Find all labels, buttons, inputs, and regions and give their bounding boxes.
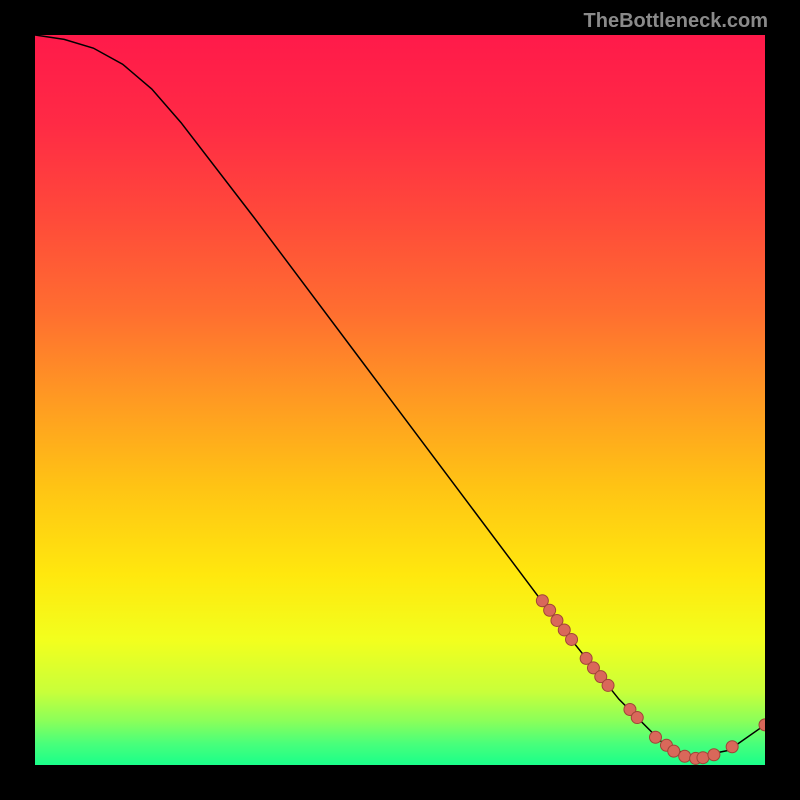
gradient-background <box>35 35 765 765</box>
data-marker <box>679 750 691 762</box>
data-marker <box>697 752 709 764</box>
data-marker <box>650 731 662 743</box>
data-marker <box>668 745 680 757</box>
data-marker <box>708 749 720 761</box>
data-marker <box>544 604 556 616</box>
data-marker <box>631 712 643 724</box>
watermark-text: TheBottleneck.com <box>584 10 768 33</box>
chart-container: TheBottleneck.com <box>0 0 800 800</box>
plot-area <box>35 35 765 765</box>
data-marker <box>602 679 614 691</box>
data-marker <box>726 741 738 753</box>
data-marker <box>566 633 578 645</box>
bottleneck-curve-chart <box>35 35 765 765</box>
